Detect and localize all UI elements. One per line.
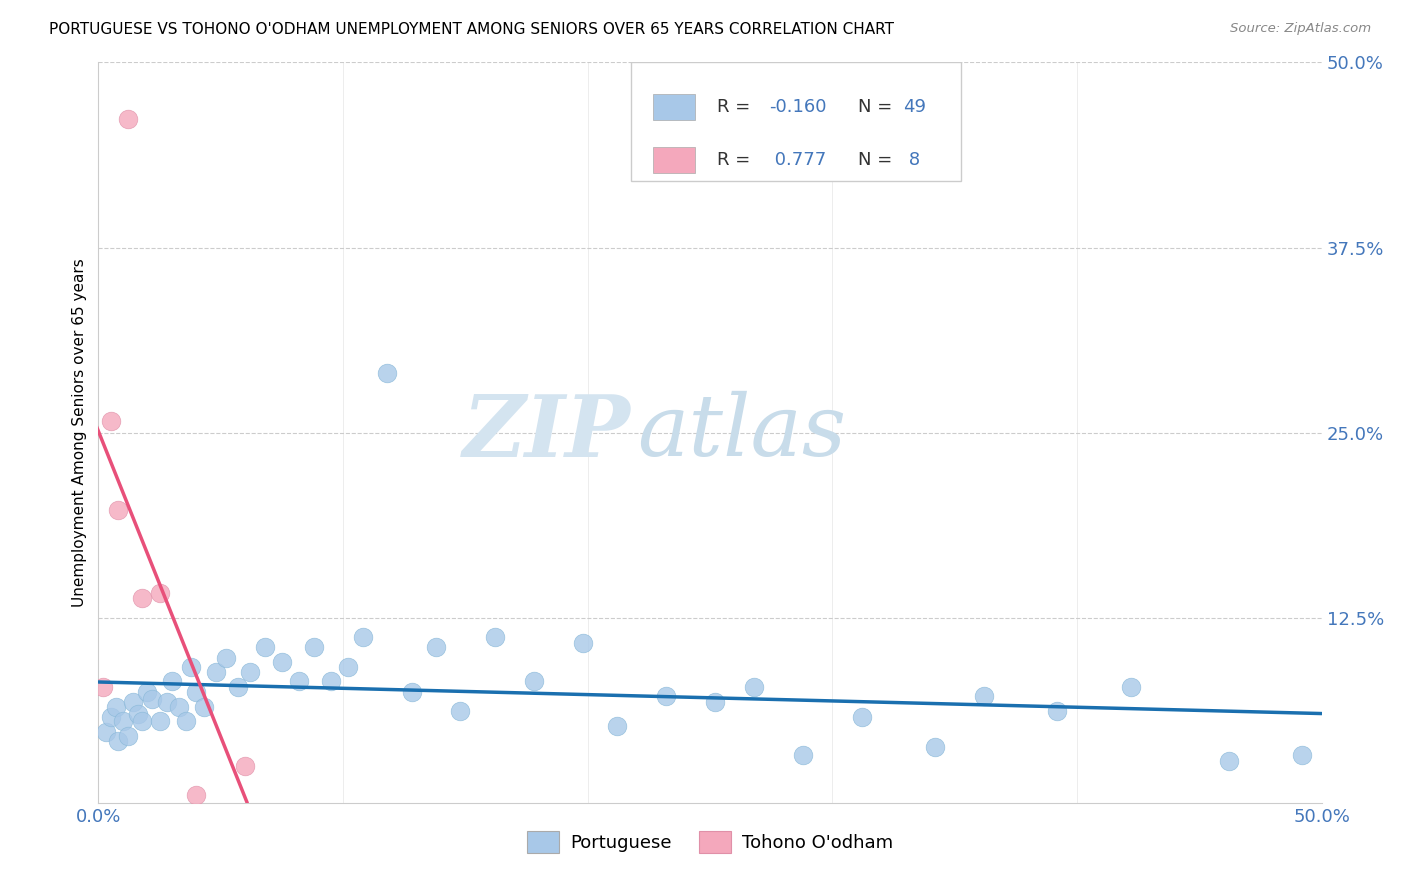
Point bbox=[193, 699, 215, 714]
Point bbox=[100, 414, 122, 428]
Point bbox=[253, 640, 276, 655]
Point bbox=[104, 699, 127, 714]
Point bbox=[425, 640, 447, 655]
Text: 0.777: 0.777 bbox=[769, 151, 825, 169]
Point bbox=[703, 695, 725, 709]
Point bbox=[401, 685, 423, 699]
Point bbox=[180, 659, 202, 673]
Text: N =: N = bbox=[858, 151, 898, 169]
Text: PORTUGUESE VS TOHONO O'ODHAM UNEMPLOYMENT AMONG SENIORS OVER 65 YEARS CORRELATIO: PORTUGUESE VS TOHONO O'ODHAM UNEMPLOYMEN… bbox=[49, 22, 894, 37]
Point bbox=[1119, 681, 1142, 695]
Text: R =: R = bbox=[717, 151, 756, 169]
Text: N =: N = bbox=[858, 98, 898, 117]
Point bbox=[973, 689, 995, 703]
Legend: Portuguese, Tohono O'odham: Portuguese, Tohono O'odham bbox=[520, 824, 900, 861]
Point bbox=[239, 665, 262, 680]
Text: R =: R = bbox=[717, 98, 756, 117]
Text: -0.160: -0.160 bbox=[769, 98, 827, 117]
Point bbox=[319, 674, 342, 689]
Point bbox=[127, 706, 149, 721]
Point bbox=[91, 681, 114, 695]
Point bbox=[186, 685, 208, 699]
Point bbox=[375, 367, 398, 381]
Point bbox=[523, 674, 546, 689]
Point bbox=[1046, 704, 1069, 718]
Text: 49: 49 bbox=[903, 98, 927, 117]
Point bbox=[111, 714, 134, 729]
Y-axis label: Unemployment Among Seniors over 65 years: Unemployment Among Seniors over 65 years bbox=[72, 259, 87, 607]
FancyBboxPatch shape bbox=[630, 62, 960, 181]
Point bbox=[606, 719, 628, 733]
Point bbox=[484, 630, 506, 644]
Point bbox=[131, 714, 153, 729]
Point bbox=[792, 748, 814, 763]
Point bbox=[136, 685, 159, 699]
Point bbox=[270, 655, 294, 669]
Point bbox=[450, 704, 472, 718]
Point bbox=[117, 729, 139, 743]
Point bbox=[141, 692, 163, 706]
Point bbox=[94, 724, 117, 739]
Point bbox=[131, 591, 153, 606]
Point bbox=[572, 636, 595, 650]
Point bbox=[156, 695, 179, 709]
FancyBboxPatch shape bbox=[652, 95, 696, 120]
Point bbox=[1291, 748, 1313, 763]
Text: 8: 8 bbox=[903, 151, 921, 169]
Text: atlas: atlas bbox=[637, 392, 846, 474]
Point bbox=[107, 502, 129, 516]
Point bbox=[336, 659, 359, 673]
Point bbox=[233, 758, 256, 772]
Text: ZIP: ZIP bbox=[463, 391, 630, 475]
Point bbox=[121, 695, 143, 709]
Point bbox=[302, 640, 325, 655]
Point bbox=[205, 665, 228, 680]
Point bbox=[167, 699, 190, 714]
Point bbox=[288, 674, 311, 689]
Point bbox=[149, 585, 172, 599]
Point bbox=[186, 789, 208, 803]
Point bbox=[742, 681, 765, 695]
Point bbox=[851, 710, 873, 724]
Text: Source: ZipAtlas.com: Source: ZipAtlas.com bbox=[1230, 22, 1371, 36]
Point bbox=[226, 681, 249, 695]
Point bbox=[107, 733, 129, 747]
Point bbox=[149, 714, 172, 729]
Point bbox=[214, 650, 236, 665]
Point bbox=[655, 689, 678, 703]
FancyBboxPatch shape bbox=[652, 146, 696, 172]
Point bbox=[176, 714, 198, 729]
Point bbox=[117, 112, 139, 126]
Point bbox=[924, 739, 946, 754]
Point bbox=[160, 674, 183, 689]
Point bbox=[352, 630, 374, 644]
Point bbox=[1218, 755, 1240, 769]
Point bbox=[100, 710, 122, 724]
